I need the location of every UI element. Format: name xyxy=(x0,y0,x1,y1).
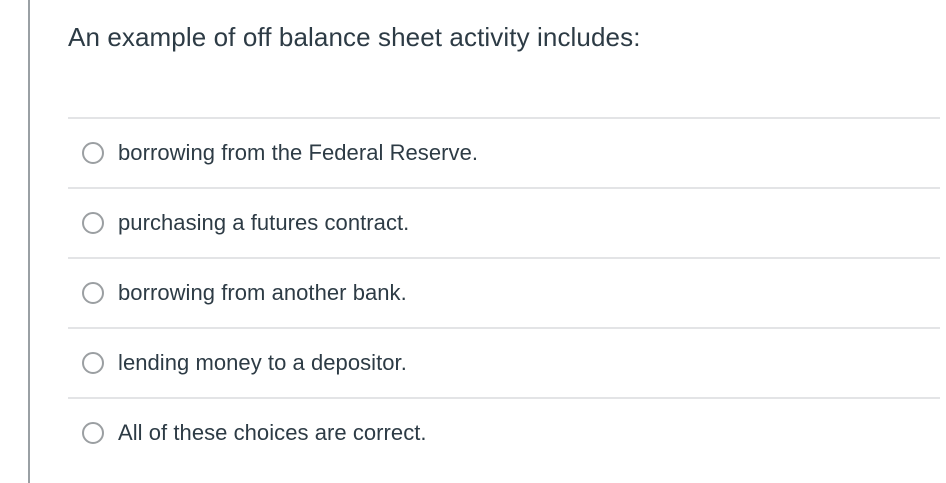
answer-options-list: borrowing from the Federal Reserve. purc… xyxy=(68,117,940,467)
answer-option-label: purchasing a futures contract. xyxy=(118,210,410,235)
radio-unchecked-icon[interactable] xyxy=(82,352,104,374)
answer-option-label: All of these choices are correct. xyxy=(118,420,427,445)
answer-option-row[interactable]: borrowing from the Federal Reserve. xyxy=(68,117,940,187)
answer-option-row[interactable]: borrowing from another bank. xyxy=(68,257,940,327)
radio-unchecked-icon[interactable] xyxy=(82,422,104,444)
radio-unchecked-icon[interactable] xyxy=(82,282,104,304)
question-prompt: An example of off balance sheet activity… xyxy=(68,22,641,52)
radio-unchecked-icon[interactable] xyxy=(82,142,104,164)
answer-option-label: borrowing from the Federal Reserve. xyxy=(118,140,479,165)
answer-option-label: borrowing from another bank. xyxy=(118,280,407,305)
answer-option-label: lending money to a depositor. xyxy=(118,350,407,375)
answer-option-row[interactable]: purchasing a futures contract. xyxy=(68,187,940,257)
question-left-rule xyxy=(28,0,30,483)
answer-option-row[interactable]: lending money to a depositor. xyxy=(68,327,940,397)
answer-option-row[interactable]: All of these choices are correct. xyxy=(68,397,940,467)
radio-unchecked-icon[interactable] xyxy=(82,212,104,234)
